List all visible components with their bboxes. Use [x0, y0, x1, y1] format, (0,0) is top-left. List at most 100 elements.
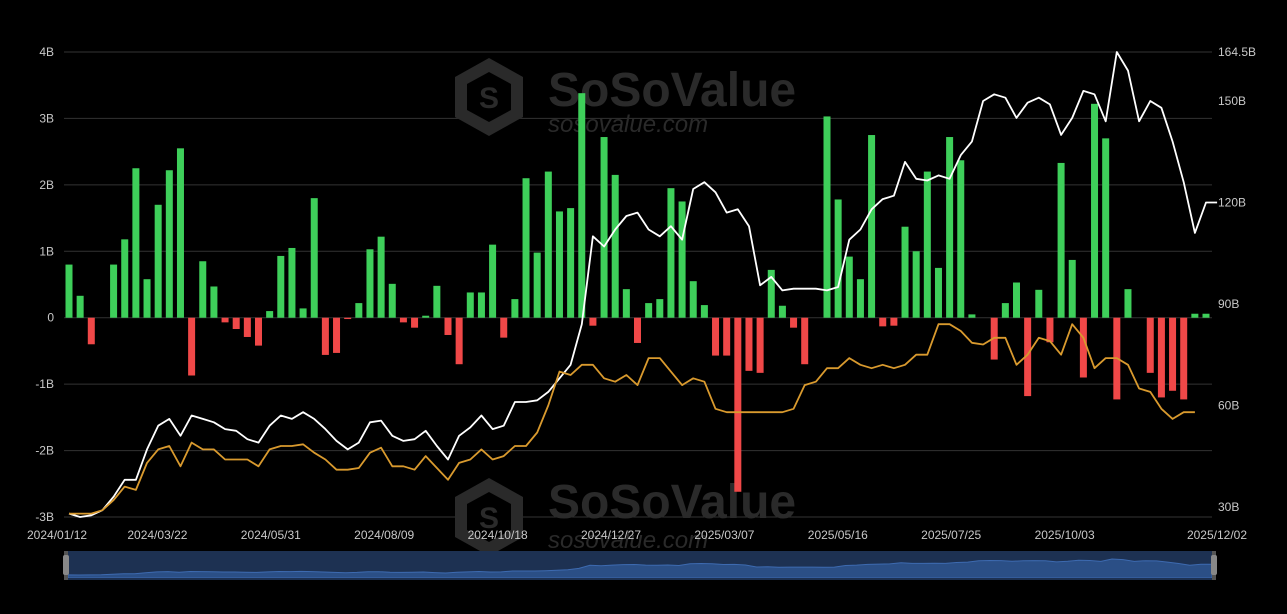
watermark-url: sosovalue.com: [548, 111, 708, 138]
flow-bar: [1191, 313, 1199, 318]
left-tick-label: -3B: [35, 510, 54, 524]
flow-bar: [333, 317, 341, 353]
flow-bar: [299, 308, 307, 318]
flow-bar: [277, 255, 285, 318]
flow-bar: [845, 256, 853, 318]
flow-bar: [957, 160, 965, 318]
watermark-name-2: SoSoValue: [548, 476, 796, 529]
flow-bar: [678, 201, 686, 318]
right-axis-ticks: 164.5B 150B 120B 90B 60B 30B: [1218, 45, 1256, 514]
flow-bar: [1057, 162, 1065, 318]
flow-bar: [1035, 289, 1043, 318]
svg-text:S: S: [479, 82, 499, 115]
flow-bar: [567, 208, 575, 318]
flow-bar: [1102, 138, 1110, 318]
left-tick-label: -1B: [35, 377, 54, 391]
flow-bar: [823, 116, 831, 318]
x-tick-label: 2024/03/22: [127, 528, 187, 542]
flow-bar: [522, 178, 530, 318]
flow-bar: [500, 317, 508, 338]
flow-bar: [266, 311, 274, 318]
flow-bar: [1068, 259, 1076, 318]
x-axis-ticks: 2024/01/12 2024/03/22 2024/05/31 2024/08/09…: [27, 528, 1247, 542]
total-net-assets-line: [68, 51, 1218, 518]
flow-bar: [767, 269, 775, 318]
right-tick-label: 30B: [1218, 500, 1239, 514]
flow-bar: [544, 171, 552, 318]
flow-bar: [355, 303, 363, 318]
navigator-left-handle[interactable]: [63, 555, 69, 575]
flow-bar: [1169, 317, 1177, 391]
x-tick-label: 2024/08/09: [354, 528, 414, 542]
range-navigator[interactable]: [63, 551, 1217, 580]
flow-bar: [399, 317, 407, 323]
flow-bar: [489, 244, 497, 318]
flow-bar: [288, 247, 296, 318]
flow-bar: [600, 137, 608, 318]
flow-bar: [912, 251, 920, 318]
navigator-sparkline: [68, 558, 1212, 578]
flow-bar: [411, 317, 419, 328]
flow-bar: [745, 317, 753, 371]
flow-bar: [121, 239, 129, 318]
flow-bar: [366, 249, 374, 318]
flow-bar: [856, 279, 864, 318]
flow-bar: [255, 317, 262, 346]
watermark-url-2: sosovalue.com: [548, 527, 708, 554]
flow-bar: [622, 289, 630, 318]
flow-bar: [634, 317, 641, 343]
left-axis-ticks: 4B 3B 2B 1B 0 -1B -2B -3B: [35, 45, 54, 524]
flow-bar: [1079, 317, 1087, 378]
flow-bar: [656, 299, 664, 318]
flow-bar: [756, 317, 764, 373]
flow-bar: [578, 93, 586, 318]
flow-bar: [645, 303, 653, 318]
flow-bar: [65, 264, 73, 318]
flow-bar: [890, 317, 898, 326]
flow-bar: [176, 148, 184, 318]
flow-bar: [110, 264, 118, 318]
flow-bar: [723, 317, 731, 356]
x-tick-label: 2025/07/25: [921, 528, 981, 542]
flow-bar: [801, 317, 809, 365]
left-tick-label: 0: [47, 311, 54, 325]
flow-bar: [132, 168, 140, 318]
flow-bar: [477, 292, 485, 318]
flow-bar: [778, 305, 786, 318]
flow-bar: [1046, 317, 1054, 343]
x-tick-label: 2024/10/18: [468, 528, 528, 542]
flow-bar: [422, 315, 430, 318]
flow-bar: [868, 135, 876, 318]
flow-bar: [444, 317, 452, 335]
x-tick-label: 2025/12/02: [1187, 528, 1247, 542]
flow-bar: [734, 317, 742, 492]
flow-bar: [1024, 317, 1032, 397]
svg-text:S: S: [479, 502, 499, 535]
flow-bar: [1157, 317, 1165, 398]
flow-bar: [210, 286, 218, 318]
x-tick-label: 2025/05/16: [808, 528, 868, 542]
flow-bar: [310, 198, 318, 318]
flow-bar: [455, 317, 463, 365]
flow-bar: [232, 317, 240, 330]
watermarks: S SoSoValue sosovalue.com S SoSoValue so…: [455, 58, 796, 556]
flow-bar: [533, 252, 541, 318]
flow-bar: [934, 267, 942, 318]
flow-bar: [321, 317, 329, 355]
flow-bar: [1146, 317, 1154, 373]
sosovalue-logo-icon: S: [455, 478, 523, 556]
navigator-right-handle[interactable]: [1211, 555, 1217, 575]
flow-bar: [1202, 313, 1210, 318]
flow-bar: [712, 317, 720, 356]
sosovalue-logo-icon: S: [455, 58, 523, 136]
flow-bar: [555, 211, 563, 318]
flow-bar: [433, 285, 441, 318]
flow-bar: [466, 292, 474, 318]
x-tick-label: 2024/12/27: [581, 528, 641, 542]
net-inflow-bars: [65, 93, 1210, 492]
x-tick-label: 2025/03/07: [694, 528, 754, 542]
right-tick-label: 150B: [1218, 94, 1246, 108]
flow-bar: [790, 317, 798, 328]
flow-bar: [611, 174, 619, 318]
flow-bar: [221, 317, 229, 323]
